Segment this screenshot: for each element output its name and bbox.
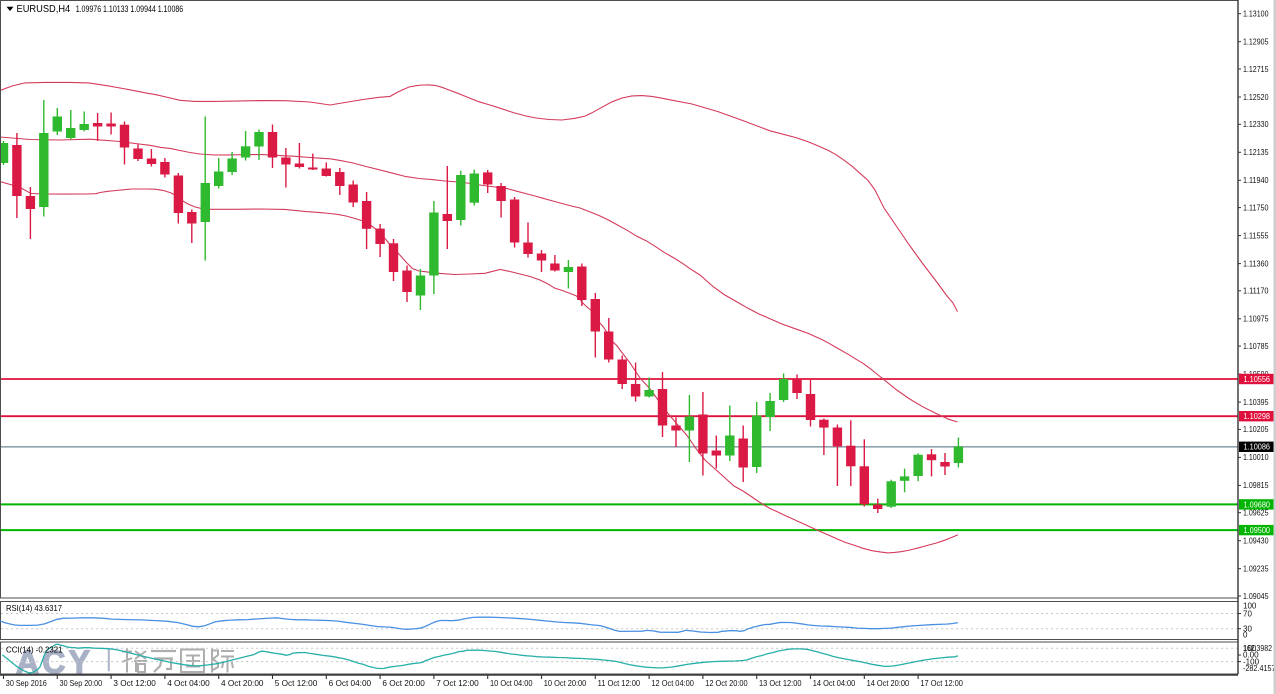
svg-text:1.11170: 1.11170 — [1243, 287, 1269, 296]
svg-text:1.12905: 1.12905 — [1243, 38, 1269, 47]
svg-text:14 Oct 20:00: 14 Oct 20:00 — [867, 678, 910, 688]
svg-text:100: 100 — [1243, 602, 1257, 611]
svg-text:1.09500: 1.09500 — [1244, 526, 1271, 535]
svg-text:0: 0 — [1243, 630, 1248, 639]
svg-text:1.09235: 1.09235 — [1243, 565, 1269, 574]
svg-text:EURUSD,H4: EURUSD,H4 — [17, 4, 71, 15]
svg-text:-100: -100 — [1243, 657, 1260, 666]
svg-text:17 Oct 12:00: 17 Oct 12:00 — [920, 678, 963, 688]
svg-text:1.09045: 1.09045 — [1243, 592, 1269, 601]
svg-text:1.10298: 1.10298 — [1244, 412, 1271, 421]
svg-text:0.00: 0.00 — [1243, 651, 1259, 660]
svg-text:1.09815: 1.09815 — [1243, 481, 1269, 490]
svg-text:1.12520: 1.12520 — [1243, 93, 1269, 102]
svg-text:1.10975: 1.10975 — [1243, 315, 1269, 324]
svg-text:1.10010: 1.10010 — [1243, 453, 1269, 462]
svg-text:13 Oct 12:00: 13 Oct 12:00 — [759, 678, 802, 688]
svg-text:-282.4157: -282.4157 — [1243, 664, 1276, 673]
svg-text:1.09680: 1.09680 — [1244, 500, 1271, 509]
svg-text:10 Oct 04:00: 10 Oct 04:00 — [490, 678, 533, 688]
svg-text:30: 30 — [1243, 625, 1252, 634]
svg-text:100: 100 — [1243, 644, 1257, 653]
svg-text:1.10556: 1.10556 — [1244, 375, 1271, 384]
svg-text:30 Sep 2016: 30 Sep 2016 — [6, 678, 47, 688]
svg-text:12 Oct 04:00: 12 Oct 04:00 — [651, 678, 694, 688]
svg-text:1.10205: 1.10205 — [1243, 425, 1269, 434]
svg-text:7 Oct 12:00: 7 Oct 12:00 — [436, 678, 479, 688]
svg-text:1.12330: 1.12330 — [1243, 120, 1269, 129]
svg-text:1.10395: 1.10395 — [1243, 398, 1269, 407]
svg-text:1.11555: 1.11555 — [1243, 231, 1269, 240]
svg-text:10 Oct 20:00: 10 Oct 20:00 — [544, 678, 587, 688]
svg-text:4 Oct 20:00: 4 Oct 20:00 — [221, 678, 264, 688]
svg-text:1.13100: 1.13100 — [1243, 10, 1269, 19]
svg-text:5 Oct 12:00: 5 Oct 12:00 — [275, 678, 318, 688]
svg-text:6 Oct 04:00: 6 Oct 04:00 — [329, 678, 372, 688]
svg-text:1.09625: 1.09625 — [1243, 509, 1269, 518]
svg-text:1.09976 1.10133 1.09944 1.1008: 1.09976 1.10133 1.09944 1.10086 — [76, 4, 184, 14]
svg-text:CCI(14) -0.2321: CCI(14) -0.2321 — [6, 645, 63, 655]
svg-text:6 Oct 20:00: 6 Oct 20:00 — [382, 678, 425, 688]
svg-text:30 Sep 20:00: 30 Sep 20:00 — [60, 678, 103, 688]
svg-text:1.11940: 1.11940 — [1243, 176, 1269, 185]
svg-text:11 Oct 12:00: 11 Oct 12:00 — [598, 678, 641, 688]
svg-text:1.09430: 1.09430 — [1243, 537, 1269, 546]
svg-text:RSI(14) 43.6317: RSI(14) 43.6317 — [6, 603, 62, 613]
svg-text:3 Oct 12:00: 3 Oct 12:00 — [113, 678, 156, 688]
svg-text:1.11750: 1.11750 — [1243, 203, 1269, 212]
svg-text:4 Oct 04:00: 4 Oct 04:00 — [167, 678, 210, 688]
svg-text:162.3982: 162.3982 — [1243, 644, 1272, 653]
svg-text:1.12135: 1.12135 — [1243, 148, 1269, 157]
svg-text:1.10086: 1.10086 — [1244, 443, 1271, 452]
svg-text:1.10785: 1.10785 — [1243, 342, 1269, 351]
svg-text:70: 70 — [1243, 610, 1252, 619]
svg-text:1.11360: 1.11360 — [1243, 259, 1269, 268]
svg-text:14 Oct 04:00: 14 Oct 04:00 — [813, 678, 856, 688]
svg-text:1.12715: 1.12715 — [1243, 65, 1269, 74]
svg-text:12 Oct 20:00: 12 Oct 20:00 — [705, 678, 748, 688]
